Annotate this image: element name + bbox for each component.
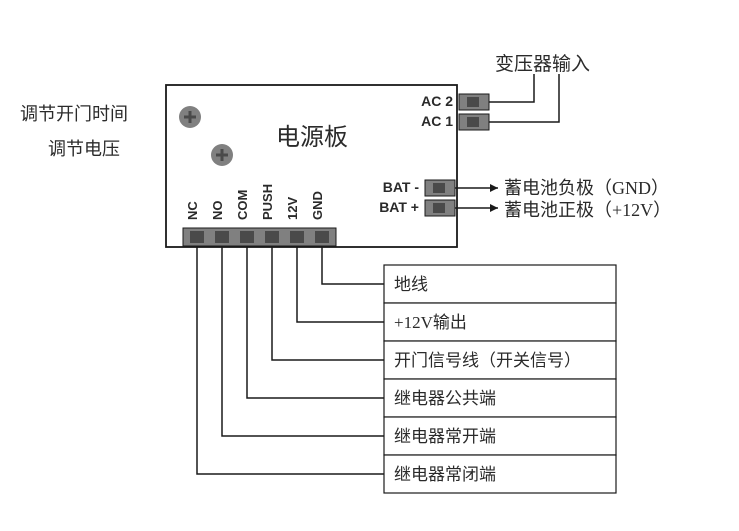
wire-gnd bbox=[322, 246, 384, 284]
bat-pos-label: BAT + bbox=[379, 199, 419, 215]
terminal-label-12v: 12V bbox=[285, 197, 300, 220]
table-row-label: +12V输出 bbox=[394, 313, 467, 332]
terminal-label-nc: NC bbox=[185, 201, 200, 220]
wire-bat-neg-arrow bbox=[490, 184, 498, 192]
terminal-label-push: PUSH bbox=[260, 184, 275, 220]
ac1-screw bbox=[467, 117, 479, 127]
label-adjust-voltage: 调节电压 bbox=[48, 139, 120, 159]
board-outline bbox=[166, 85, 457, 247]
table-row-label: 继电器常开端 bbox=[394, 427, 496, 446]
terminal-no-block bbox=[215, 231, 229, 243]
bat-pos-screw bbox=[433, 203, 445, 213]
table-row-label: 开门信号线（开关信号） bbox=[394, 351, 581, 370]
terminal-com-block bbox=[240, 231, 254, 243]
wire-ac1 bbox=[489, 74, 559, 122]
bat-neg-label: BAT - bbox=[383, 179, 420, 195]
wire-push bbox=[272, 246, 384, 360]
label-bat-pos: 蓄电池正极（+12V） bbox=[504, 200, 671, 220]
terminal-label-gnd: GND bbox=[310, 191, 325, 220]
label-transformer-input: 变压器输入 bbox=[495, 53, 590, 75]
terminal-nc-block bbox=[190, 231, 204, 243]
terminal-label-no: NO bbox=[210, 201, 225, 221]
table-row-label: 继电器公共端 bbox=[394, 389, 496, 408]
wire-ac2 bbox=[489, 74, 534, 102]
wire-bat-pos-arrow bbox=[490, 204, 498, 212]
label-bat-neg: 蓄电池负极（GND） bbox=[504, 178, 669, 198]
terminal-gnd-block bbox=[315, 231, 329, 243]
bottom-terminal-strip bbox=[183, 228, 336, 246]
ac1-label: AC 1 bbox=[421, 113, 453, 129]
table-row-label: 地线 bbox=[394, 275, 428, 294]
label-adjust-time: 调节开门时间 bbox=[20, 104, 128, 124]
terminal-12v-block bbox=[290, 231, 304, 243]
terminal-push-block bbox=[265, 231, 279, 243]
ac2-label: AC 2 bbox=[421, 93, 453, 109]
table-row-label: 继电器常闭端 bbox=[394, 465, 496, 484]
ac2-screw bbox=[467, 97, 479, 107]
board-title: 电源板 bbox=[276, 124, 348, 151]
bat-neg-screw bbox=[433, 183, 445, 193]
terminal-label-com: COM bbox=[235, 190, 250, 220]
